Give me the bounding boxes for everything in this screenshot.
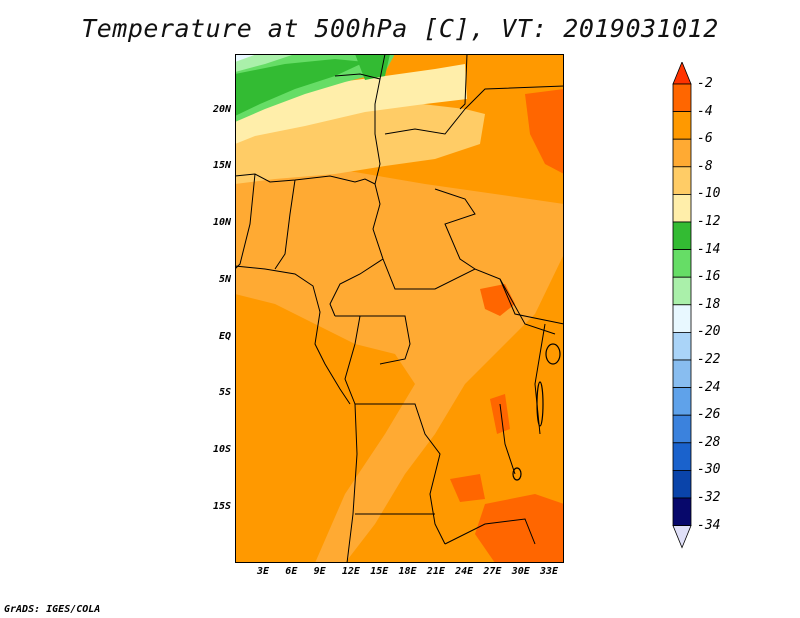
lon-tick-label: 27E <box>483 566 502 577</box>
lon-tick-label: 9E <box>313 566 326 577</box>
colorbar-label: -32 <box>697 490 721 505</box>
colorbar-label: -12 <box>697 214 721 229</box>
footer-credit: GrADS: IGES/COLA <box>4 604 101 615</box>
lon-tick-label: 15E <box>370 566 389 577</box>
colorbar-segment <box>672 442 692 471</box>
colorbar-segment <box>672 387 692 416</box>
colorbar-label: -4 <box>697 103 713 119</box>
colorbar-label: -10 <box>697 186 721 202</box>
colorbar-segment <box>672 469 692 499</box>
lat-tick-label: 15S <box>212 501 231 512</box>
colorbar-segment <box>672 359 692 389</box>
lat-tick-label: 15N <box>212 160 231 171</box>
lon-tick-label: 12E <box>341 566 360 577</box>
field-region-minus2-4-east <box>525 89 564 174</box>
field-region-minus12-14 <box>235 59 365 116</box>
colorbar <box>672 62 692 549</box>
colorbar-label: -8 <box>697 158 713 174</box>
colorbar-segment <box>672 166 692 195</box>
field-region-minus6-8 <box>235 164 564 563</box>
lat-tick-label: 10S <box>212 444 231 455</box>
colorbar-segment <box>672 414 692 444</box>
lat-tick-label: 10N <box>212 217 231 228</box>
colorbar-segment <box>672 249 692 278</box>
colorbar-segment <box>672 221 692 251</box>
lon-tick-label: 30E <box>511 566 530 577</box>
colorbar-label: -26 <box>697 407 721 423</box>
lat-tick-label: 5N <box>218 274 231 285</box>
colorbar-segment <box>672 276 692 306</box>
lon-tick-label: 18E <box>398 566 417 577</box>
field-region-minus18-20 <box>235 54 257 62</box>
lakes <box>512 343 561 481</box>
field-patch-east-warm <box>490 394 510 434</box>
colorbar-label: -34 <box>697 517 721 533</box>
lat-tick-label: 20N <box>212 104 231 115</box>
map-frame <box>235 54 564 563</box>
lon-tick-label: 6E <box>285 566 298 577</box>
colorbar-segment <box>672 497 692 527</box>
colorbar-label: -30 <box>697 462 721 478</box>
country-borders <box>235 54 564 563</box>
lon-tick-label: 21E <box>426 566 445 577</box>
lon-tick-label: 3E <box>257 566 270 577</box>
colorbar-label: -24 <box>697 379 721 395</box>
field-patch-south-warm <box>450 474 485 502</box>
colorbar-top-arrow <box>672 62 692 85</box>
colorbar-label: -20 <box>697 324 721 340</box>
colorbar-segment <box>672 111 692 140</box>
temperature-map <box>235 54 564 563</box>
colorbar-segment <box>672 304 692 333</box>
colorbar-label: -18 <box>697 296 721 312</box>
field-region-minus16-18 <box>235 54 295 72</box>
field-region-minus10-12 <box>235 64 467 144</box>
field-region-minus2-4-southeast <box>475 494 564 563</box>
colorbar-label: -6 <box>697 131 713 147</box>
colorbar-label: -2 <box>697 76 713 91</box>
coastline <box>235 265 351 405</box>
colorbar-label: -16 <box>697 269 721 285</box>
colorbar-segment <box>672 331 692 361</box>
lat-tick-label: 5S <box>218 387 231 398</box>
colorbar-segment <box>672 193 692 223</box>
colorbar-label: -28 <box>697 434 721 450</box>
colorbar-bottom-arrow <box>672 525 692 549</box>
colorbar-segment <box>672 138 692 168</box>
colorbar-label: -14 <box>697 241 721 257</box>
lon-tick-label: 24E <box>455 566 474 577</box>
lon-tick-label: 33E <box>540 566 559 577</box>
colorbar-label: -22 <box>697 352 721 367</box>
map-title: Temperature at 500hPa [C], VT: 201903101… <box>81 14 719 43</box>
lat-tick-label: EQ <box>218 331 231 342</box>
field-patch-central-warm <box>480 284 515 316</box>
colorbar-segment <box>672 83 692 113</box>
